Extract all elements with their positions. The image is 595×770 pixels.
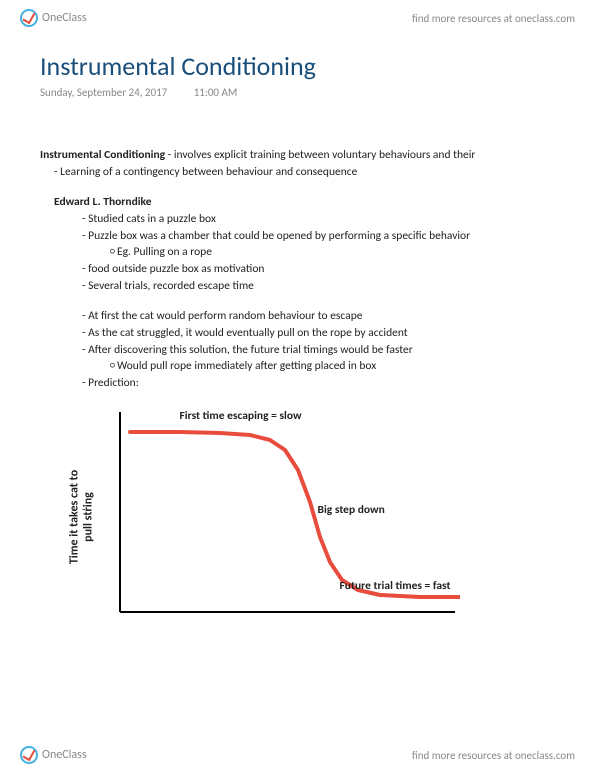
ann-bot: Future trial times = fast [340, 578, 451, 595]
chart-row: - Time it takes cat to pull string First… [82, 402, 565, 632]
chart-svg [100, 402, 460, 632]
ylabel-l1: Time it takes cat to [67, 470, 81, 564]
dateline: Sunday, September 24, 2017 11:00 AM [40, 86, 565, 99]
date-text: Sunday, September 24, 2017 [40, 86, 167, 99]
b7a: Would pull rope immediately after gettin… [110, 358, 565, 375]
footer-bar: OneClass find more resources at oneclass… [0, 746, 595, 764]
intro-bold: Instrumental Conditioning [40, 148, 165, 162]
logo-icon [20, 9, 38, 27]
body-text: Instrumental Conditioning - involves exp… [40, 147, 565, 632]
logo-text-bottom: OneClass [42, 748, 87, 762]
b6: As the cat struggled, it would eventuall… [82, 325, 565, 342]
page-title: Instrumental Conditioning [40, 50, 565, 82]
learning-curve [130, 432, 460, 597]
resources-link-top[interactable]: find more resources at oneclass.com [412, 12, 575, 25]
logo-icon-bottom [20, 746, 38, 764]
time-text: 11:00 AM [194, 86, 238, 99]
b5: At first the cat would perform random be… [82, 308, 565, 325]
b1: Studied cats in a puzzle box [82, 211, 565, 228]
header-bar: OneClass find more resources at oneclass… [0, 0, 595, 30]
b8: Prediction: [82, 375, 565, 392]
ann-top: First time escaping = slow [180, 408, 302, 425]
b7: After discovering this solution, the fut… [82, 342, 565, 359]
resources-link-bottom[interactable]: find more resources at oneclass.com [412, 749, 575, 762]
chart-wrap: Time it takes cat to pull string First t… [100, 402, 460, 632]
logo-bottom: OneClass [20, 746, 87, 764]
logo-top: OneClass [20, 9, 87, 27]
b3: food outside puzzle box as motivation [82, 261, 565, 278]
b2: Puzzle box was a chamber that could be o… [82, 228, 565, 245]
logo-text-top: OneClass [42, 11, 87, 25]
intro-sub: Learning of a contingency between behavi… [54, 164, 565, 181]
thorndike-heading: Edward L. Thorndike [54, 194, 565, 211]
intro-line: Instrumental Conditioning - involves exp… [40, 147, 565, 164]
page-body: Instrumental Conditioning Sunday, Septem… [0, 30, 595, 632]
chart-ylabel: Time it takes cat to pull string [67, 470, 96, 564]
b4: Several trials, recorded escape time [82, 278, 565, 295]
ylabel-l2: pull string [82, 492, 96, 542]
ann-mid: Big step down [318, 502, 385, 519]
intro-rest: - involves explicit training between vol… [165, 148, 475, 162]
b2a: Eg. Pulling on a rope [110, 244, 565, 261]
